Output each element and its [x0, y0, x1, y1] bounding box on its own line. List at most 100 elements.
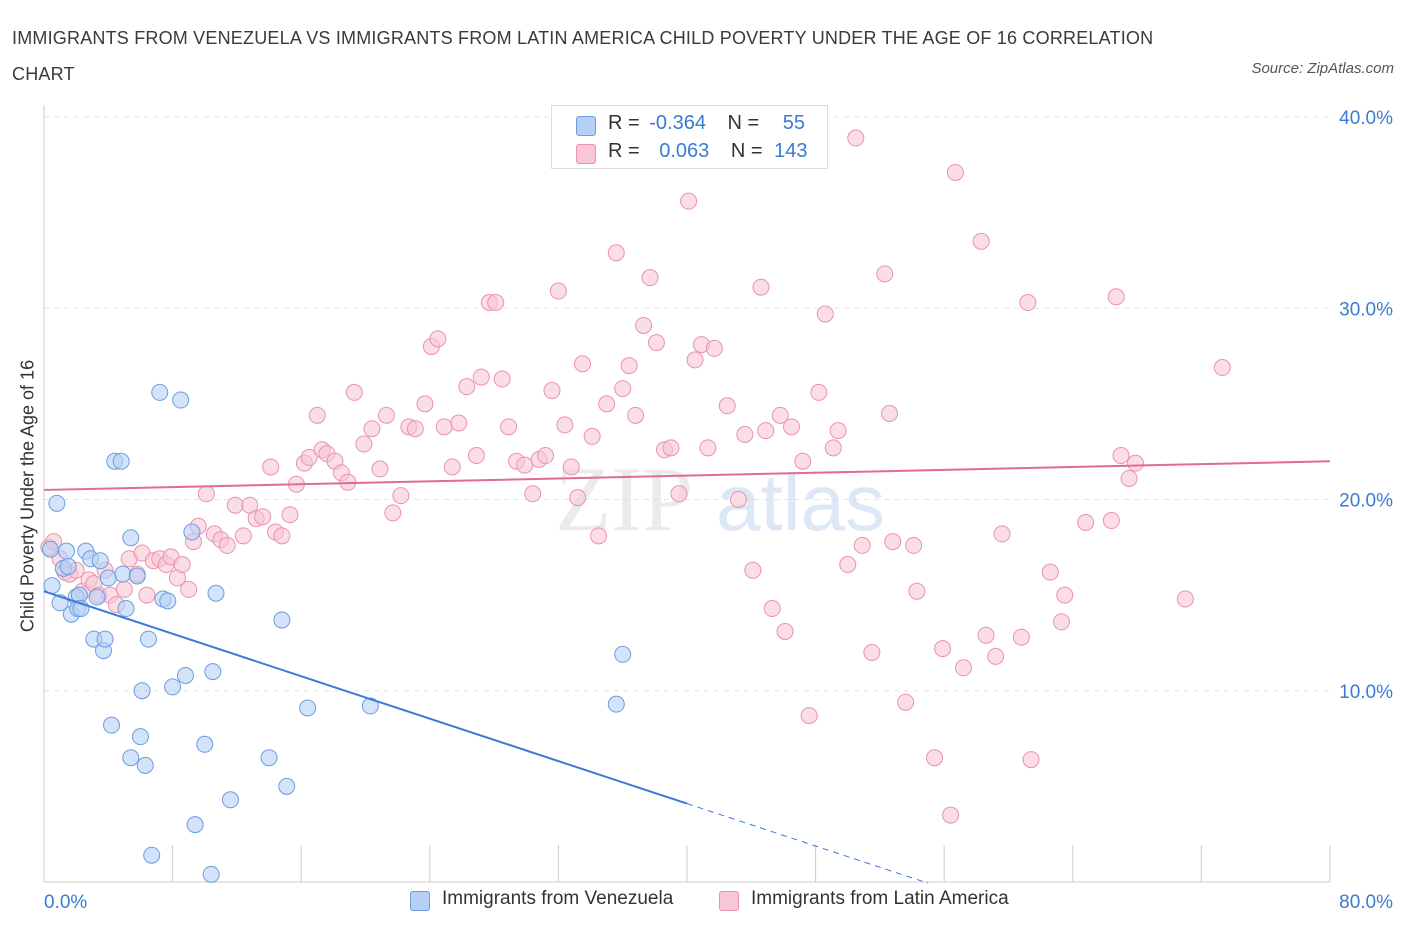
- point-venezuela: [96, 630, 114, 648]
- y-tick-label: 20.0%: [1339, 491, 1393, 512]
- point-latin-america: [934, 640, 952, 658]
- point-venezuela: [143, 846, 161, 864]
- point-venezuela: [172, 391, 190, 409]
- legend-n-value: 55: [782, 112, 806, 134]
- point-latin-america: [987, 647, 1005, 665]
- point-latin-america: [273, 527, 291, 545]
- y-tick-label: 10.0%: [1339, 682, 1393, 703]
- point-venezuela: [196, 735, 214, 753]
- point-venezuela: [278, 777, 296, 795]
- point-latin-america: [1022, 751, 1040, 769]
- point-latin-america: [590, 527, 608, 545]
- legend-r-value: 0.063: [659, 140, 710, 162]
- legend-r-label: R =: [608, 112, 640, 134]
- point-venezuela: [273, 611, 291, 629]
- point-latin-america: [839, 556, 857, 574]
- point-latin-america: [197, 485, 215, 503]
- point-latin-america: [384, 504, 402, 522]
- point-latin-america: [977, 626, 995, 644]
- point-venezuela: [122, 749, 140, 767]
- y-axis-label: Child Poverty Under the Age of 16: [17, 359, 38, 633]
- points-layer: [40, 129, 1231, 883]
- legend-swatch-venezuela: [576, 116, 596, 136]
- point-latin-america: [569, 489, 587, 507]
- point-latin-america: [757, 422, 775, 440]
- point-latin-america: [1213, 359, 1231, 377]
- point-latin-america: [905, 536, 923, 554]
- point-latin-america: [627, 406, 645, 424]
- legend-swatch-latin-america: [576, 144, 596, 164]
- point-venezuela: [48, 494, 66, 512]
- point-venezuela: [122, 529, 140, 547]
- point-latin-america: [729, 491, 747, 508]
- point-latin-america: [472, 368, 490, 386]
- point-latin-america: [254, 508, 272, 526]
- point-venezuela: [221, 791, 239, 809]
- x-tick-label: 80.0%: [1339, 892, 1393, 913]
- point-latin-america: [641, 269, 659, 287]
- point-venezuela: [103, 716, 121, 734]
- point-latin-america: [782, 418, 800, 436]
- tick-labels: 10.0% 20.0% 30.0% 40.0% 0.0% 80.0%: [44, 108, 1393, 913]
- point-venezuela: [58, 542, 76, 560]
- point-latin-america: [635, 316, 653, 334]
- point-venezuela: [260, 749, 278, 767]
- point-venezuela: [299, 699, 317, 717]
- stats-legend: R = -0.364 N = 55 R = 0.063 N = 143: [551, 105, 828, 169]
- point-venezuela: [204, 663, 222, 681]
- point-latin-america: [493, 370, 511, 388]
- point-venezuela: [131, 728, 149, 746]
- point-latin-america: [180, 580, 198, 598]
- bottom-legend-swatch-venezuela: [410, 891, 430, 911]
- point-latin-america: [1056, 586, 1074, 604]
- point-latin-america: [1041, 563, 1059, 581]
- legend-n-label: N =: [730, 140, 763, 162]
- point-latin-america: [680, 192, 698, 210]
- point-venezuela: [614, 645, 632, 663]
- point-latin-america: [810, 383, 828, 401]
- point-latin-america: [699, 439, 717, 457]
- trendline-venezuela-extension: [686, 803, 929, 884]
- bottom-legend-swatch-latin-america: [719, 891, 739, 911]
- point-latin-america: [1112, 447, 1130, 465]
- point-latin-america: [1176, 590, 1194, 608]
- point-latin-america: [863, 644, 881, 661]
- point-latin-america: [942, 806, 960, 824]
- point-latin-america: [824, 439, 842, 457]
- point-venezuela: [186, 816, 204, 834]
- point-latin-america: [234, 527, 252, 545]
- point-latin-america: [355, 435, 373, 453]
- point-latin-america: [1102, 512, 1120, 530]
- point-latin-america: [1126, 454, 1144, 472]
- point-venezuela: [164, 678, 182, 696]
- point-latin-america: [392, 487, 410, 505]
- point-latin-america: [881, 404, 899, 422]
- point-venezuela: [183, 523, 201, 541]
- point-latin-america: [598, 395, 616, 413]
- point-latin-america: [776, 622, 794, 640]
- point-latin-america: [467, 447, 485, 465]
- legend-n-label: N =: [727, 112, 760, 134]
- point-latin-america: [308, 406, 326, 424]
- trendline-venezuela: [43, 590, 688, 805]
- point-venezuela: [133, 682, 151, 700]
- point-latin-america: [516, 456, 534, 474]
- legend-r-value: -0.364: [649, 112, 706, 134]
- point-latin-america: [829, 422, 847, 440]
- point-latin-america: [549, 282, 567, 300]
- point-latin-america: [752, 278, 770, 296]
- point-venezuela: [139, 630, 157, 648]
- point-venezuela: [202, 865, 220, 883]
- point-latin-america: [1120, 469, 1138, 487]
- point-latin-america: [771, 406, 789, 424]
- point-latin-america: [500, 418, 518, 436]
- point-latin-america: [926, 749, 944, 767]
- point-latin-america: [972, 232, 990, 250]
- point-latin-america: [281, 506, 299, 524]
- point-latin-america: [562, 458, 580, 476]
- source-credit: Source: ZipAtlas.com: [1251, 60, 1394, 77]
- point-latin-america: [363, 420, 381, 438]
- chart-title: IMMIGRANTS FROM VENEZUELA VS IMMIGRANTS …: [12, 28, 1154, 84]
- point-latin-america: [620, 357, 638, 375]
- point-venezuela: [112, 452, 130, 470]
